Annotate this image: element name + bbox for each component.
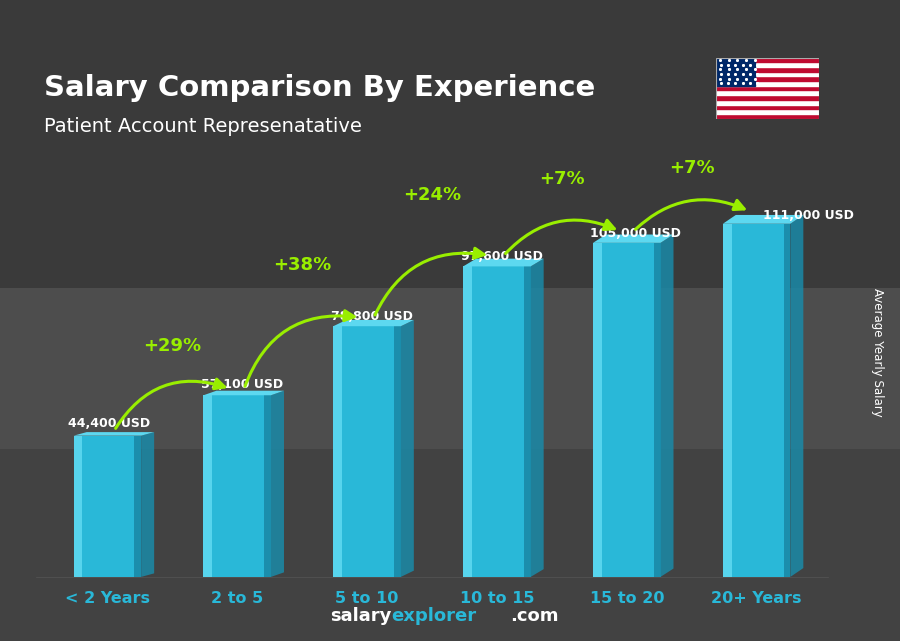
Polygon shape (661, 235, 673, 577)
Bar (716, 104, 819, 109)
Text: 111,000 USD: 111,000 USD (763, 209, 854, 222)
Text: +29%: +29% (143, 337, 202, 354)
Text: salary: salary (330, 607, 392, 625)
Polygon shape (203, 391, 284, 395)
Text: explorer: explorer (392, 607, 477, 625)
Polygon shape (333, 326, 400, 577)
Bar (716, 58, 755, 86)
Text: +38%: +38% (273, 256, 331, 274)
Polygon shape (593, 235, 673, 243)
Polygon shape (141, 432, 154, 577)
Polygon shape (333, 326, 342, 577)
Polygon shape (723, 224, 790, 577)
Bar (716, 81, 819, 86)
Bar (716, 58, 819, 62)
Polygon shape (203, 395, 271, 577)
Text: Salary Comparison By Experience: Salary Comparison By Experience (44, 74, 595, 103)
Bar (716, 76, 819, 81)
Polygon shape (790, 215, 804, 577)
Text: 44,400 USD: 44,400 USD (68, 417, 150, 431)
Bar (716, 67, 819, 72)
Polygon shape (134, 436, 141, 577)
Polygon shape (74, 436, 141, 577)
Text: +7%: +7% (539, 171, 585, 188)
Polygon shape (74, 432, 154, 436)
Text: +24%: +24% (403, 186, 461, 204)
Polygon shape (464, 259, 544, 267)
Bar (716, 95, 819, 100)
Polygon shape (464, 267, 472, 577)
Text: Patient Account Represenatative: Patient Account Represenatative (44, 117, 362, 137)
Text: .com: .com (510, 607, 559, 625)
Polygon shape (203, 395, 212, 577)
Polygon shape (74, 436, 83, 577)
Bar (716, 109, 819, 114)
Polygon shape (531, 259, 544, 577)
Polygon shape (333, 320, 414, 326)
Bar (716, 72, 819, 76)
Bar (716, 90, 819, 95)
Bar (716, 100, 819, 104)
Text: 105,000 USD: 105,000 USD (590, 228, 681, 240)
Bar (716, 114, 819, 119)
Text: 78,800 USD: 78,800 USD (330, 310, 412, 323)
Bar (716, 62, 819, 67)
Polygon shape (723, 215, 804, 224)
Polygon shape (524, 267, 531, 577)
Polygon shape (653, 243, 661, 577)
Polygon shape (271, 391, 284, 577)
Bar (716, 86, 819, 90)
Polygon shape (593, 243, 602, 577)
Text: 57,100 USD: 57,100 USD (201, 378, 283, 392)
Polygon shape (464, 267, 531, 577)
Text: +7%: +7% (669, 159, 715, 177)
Polygon shape (723, 224, 732, 577)
Polygon shape (593, 243, 661, 577)
Polygon shape (400, 320, 414, 577)
Text: 97,600 USD: 97,600 USD (461, 250, 543, 263)
Polygon shape (394, 326, 400, 577)
Text: Average Yearly Salary: Average Yearly Salary (871, 288, 884, 417)
Polygon shape (265, 395, 271, 577)
Polygon shape (784, 224, 790, 577)
